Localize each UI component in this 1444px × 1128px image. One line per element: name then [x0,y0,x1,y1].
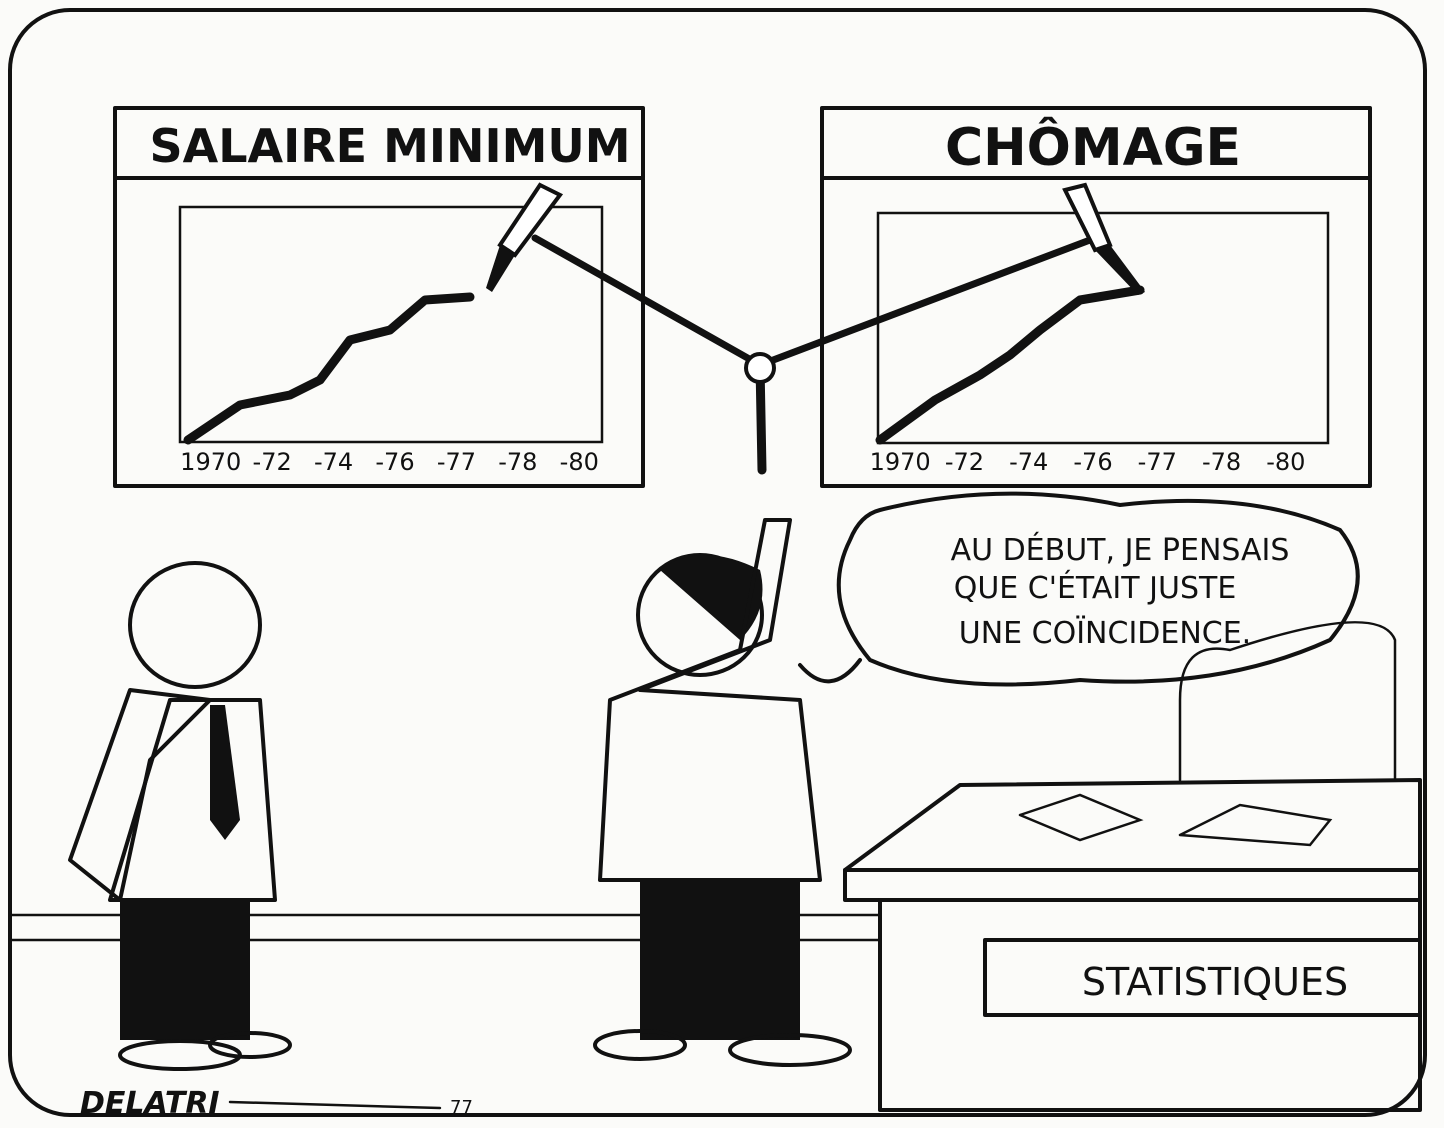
tick-label: -74 [1009,448,1048,476]
tick-label: -72 [945,448,984,476]
tick-label: -72 [253,448,292,476]
tick-label: -80 [1266,448,1305,476]
bubble-line: UNE COÏNCIDENCE. [959,615,1251,651]
pen-device [486,182,1145,475]
tick-label: -74 [314,448,353,476]
bubble-line: AU DÉBUT, JE PENSAIS [951,532,1290,568]
trend-line [183,292,475,445]
tick-label: -78 [1202,448,1241,476]
tick-label: -77 [437,448,476,476]
tick-label: -77 [1138,448,1177,476]
signature: DELATRI [80,1086,220,1121]
tick-label: -80 [560,448,599,476]
desk-sign: STATISTIQUES [1082,960,1348,1004]
man-right [593,518,852,1067]
tick-label: 1970 [180,448,241,476]
signature-flourish [228,1100,442,1110]
signature-year: 77 [450,1097,473,1118]
board-title: SALAIRE MINIMUM [149,119,630,173]
bubble-line: QUE C'ÉTAIT JUSTE [954,570,1237,606]
chart-board: SALAIRE MINIMUM [113,106,645,488]
tick-label: -76 [1073,448,1112,476]
trend-line [875,285,1145,445]
chart-board: CHÔMAGE [820,106,1372,488]
tick-label: -76 [375,448,414,476]
frame [8,8,1427,1117]
tick-label: 1970 [870,448,931,476]
speech-bubble [798,491,1360,687]
man-left [68,561,292,1071]
board-title: CHÔMAGE [945,116,1241,178]
desk: STATISTIQUES [843,620,1422,1112]
tick-label: -78 [498,448,537,476]
